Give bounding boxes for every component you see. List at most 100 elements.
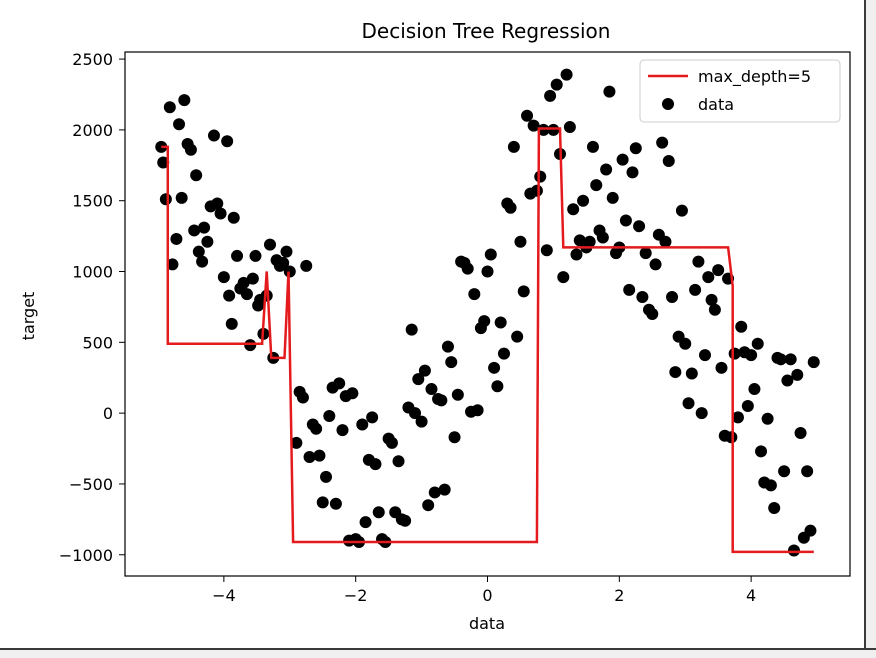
data-point xyxy=(666,291,679,304)
data-point xyxy=(422,499,435,512)
data-point xyxy=(223,289,236,302)
data-point xyxy=(211,197,224,210)
data-point xyxy=(207,129,220,142)
data-point xyxy=(227,211,240,224)
data-point xyxy=(537,123,550,136)
legend-label-data: data xyxy=(698,95,734,114)
data-point xyxy=(702,271,715,284)
data-point xyxy=(173,118,186,131)
data-point xyxy=(441,340,454,353)
data-point xyxy=(521,109,534,122)
data-point xyxy=(705,293,718,306)
data-point xyxy=(507,140,520,153)
chart-title: Decision Tree Regression xyxy=(362,19,611,43)
data-point xyxy=(198,221,211,234)
data-point xyxy=(405,323,418,336)
data-point xyxy=(557,271,570,284)
data-point xyxy=(244,339,257,352)
data-point xyxy=(484,248,497,261)
data-point xyxy=(527,119,540,132)
data-point xyxy=(300,259,313,272)
data-point xyxy=(708,303,721,316)
data-point xyxy=(755,445,768,458)
data-point xyxy=(290,436,303,449)
data-point xyxy=(320,470,333,483)
data-point xyxy=(731,411,744,424)
data-point xyxy=(626,166,639,179)
data-point xyxy=(175,191,188,204)
data-point xyxy=(659,235,672,248)
data-point xyxy=(791,368,804,381)
data-point xyxy=(603,85,616,98)
legend: max_depth=5 data xyxy=(639,59,841,123)
axes-frame xyxy=(124,51,851,577)
data-point xyxy=(280,245,293,258)
data-point xyxy=(695,407,708,420)
data-point xyxy=(359,516,372,529)
data-point xyxy=(313,449,326,462)
data-point xyxy=(310,422,323,435)
data-point xyxy=(372,506,385,519)
data-point xyxy=(184,143,197,156)
data-point xyxy=(283,265,296,278)
data-point xyxy=(369,458,382,471)
data-point xyxy=(277,257,290,270)
legend-box xyxy=(639,59,841,123)
data-point xyxy=(778,465,791,478)
data-point xyxy=(514,235,527,248)
data-point xyxy=(751,337,764,350)
data-point xyxy=(629,142,642,155)
data-point xyxy=(735,320,748,333)
x-tick-label: −2 xyxy=(344,586,368,605)
y-tick-label: 0 xyxy=(103,404,113,423)
data-point xyxy=(636,291,649,304)
data-point xyxy=(478,315,491,328)
data-point xyxy=(166,258,179,271)
data-point xyxy=(547,123,560,136)
data-point xyxy=(633,220,646,233)
data-point xyxy=(699,349,711,362)
data-point xyxy=(481,265,494,278)
data-point xyxy=(323,409,336,422)
y-tick-label: 2500 xyxy=(72,50,113,69)
data-point xyxy=(264,238,276,251)
data-point xyxy=(461,262,474,275)
data-point xyxy=(412,373,425,386)
data-point xyxy=(511,330,524,343)
data-point xyxy=(692,255,705,268)
data-point xyxy=(217,271,230,284)
y-tick-label: 1000 xyxy=(72,263,113,282)
data-point xyxy=(807,356,820,369)
data-point xyxy=(163,101,176,114)
data-point xyxy=(787,544,800,557)
x-tick-label: 2 xyxy=(614,586,624,605)
data-point xyxy=(214,207,227,220)
data-point xyxy=(781,374,794,387)
legend-label-max-depth: max_depth=5 xyxy=(698,67,811,87)
data-point xyxy=(240,288,253,301)
y-tick-label: 2000 xyxy=(72,121,113,140)
data-point xyxy=(669,366,682,379)
data-point xyxy=(804,524,817,537)
window-frame-right xyxy=(864,0,876,658)
data-point xyxy=(619,214,632,227)
data-point xyxy=(646,308,659,320)
data-point xyxy=(157,156,170,169)
data-point xyxy=(583,235,596,248)
x-axis-label: data xyxy=(469,614,505,633)
data-point xyxy=(715,361,728,374)
data-point xyxy=(570,248,583,261)
data-point xyxy=(623,283,636,296)
y-axis-label: target xyxy=(19,292,38,341)
data-point xyxy=(530,184,543,197)
data-point xyxy=(590,179,603,192)
data-point xyxy=(586,140,599,153)
data-point xyxy=(178,94,191,107)
data-point xyxy=(415,415,428,428)
x-tick-label: 0 xyxy=(482,586,492,605)
data-point xyxy=(399,514,412,527)
data-point xyxy=(596,231,609,244)
data-point xyxy=(231,249,244,262)
axis-ticks: −4 −2 0 2 4 −1000 −500 0 500 1000 1500 2000 2500 xyxy=(59,50,756,605)
data-point xyxy=(550,78,563,91)
